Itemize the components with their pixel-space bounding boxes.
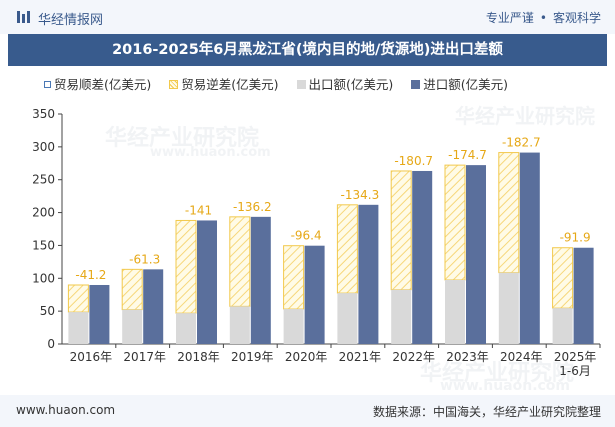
y-tick-label: 350 [32,107,55,121]
bar-export [337,293,358,344]
brand-name: 华经情报网 [38,13,104,28]
x-tick-label: 2022年 [392,350,435,364]
legend-export: 出口额(亿美元) [296,74,394,93]
legend-deficit-swatch [169,80,179,89]
tag-professional: 专业严谨 [485,11,534,25]
bar-import [89,284,110,344]
y-tick-label: 0 [47,337,55,351]
y-tick-label: 50 [40,304,55,318]
bar-deficit [390,170,412,291]
bar-export [552,308,573,344]
footer-source: 数据来源：中国海关，华经产业研究院整理 [372,405,601,419]
tag-objective: 客观科学 [552,11,601,25]
x-tick-label: 2021年 [339,350,382,364]
data-label-deficit: -96.4 [291,229,322,243]
data-label-deficit: -180.7 [394,154,433,168]
bar-import [519,152,540,344]
chart-title: 2016-2025年6月黑龙江省(境内目的地/货源地)进出口差额 [112,42,503,58]
y-tick-label: 300 [32,140,55,154]
tagline: 专业严谨 • 客观科学 [486,9,601,26]
x-tick-label: 2025年 [554,350,597,364]
bar-import [466,165,486,344]
bar-import [304,245,325,344]
chart-area: 0 50 100 150 200 250 300 350 2016年 2017年 2018年 2019… [32,107,601,378]
bar-deficit [336,204,358,294]
x-tick-label: 2016年 [70,350,113,364]
bar-deficit [121,268,143,311]
data-label-deficit: -174.7 [448,148,487,162]
bar-export [229,306,250,344]
y-tick-label: 250 [32,173,55,187]
x-tick-label: 2019年 [231,350,274,364]
legend-import-label: 进口额(亿美元) [423,77,509,92]
legend-export-swatch [296,80,306,89]
x-tick-label: 2023年 [446,350,489,364]
footer: www.huaon.com 数据来源：中国海关，华经产业研究院整理 [0,395,615,427]
legend-surplus: 贸易顺差(亿美元) [44,74,151,93]
bar-export [498,272,519,344]
x-tick-label: 1-6月 [559,364,591,378]
bar-export [176,313,196,344]
bar-import [573,247,594,344]
legend-surplus-label: 贸易顺差(亿美元) [54,77,152,92]
bar-deficit [67,284,89,313]
brand-logo-icon [17,11,30,23]
x-tick-label: 2017年 [123,350,166,364]
bar-export [391,289,412,344]
bar-deficit [498,152,520,274]
legend-import: 进口额(亿美元) [411,74,508,93]
bar-deficit [175,219,197,314]
footer-url: www.huaon.com [16,403,116,417]
title-bar: 2016-2025年6月黑龙江省(境内目的地/货源地)进出口差额 [8,34,607,66]
legend-import-swatch [411,80,421,89]
y-tick-label: 150 [32,238,55,252]
separator-dot: • [539,11,547,25]
data-label-deficit: -91.9 [560,231,591,245]
legend-surplus-swatch [44,81,51,88]
data-label-deficit: -61.3 [129,252,160,266]
data-label-deficit: -136.2 [233,200,272,214]
bar-deficit [444,164,466,281]
y-tick-label: 200 [32,206,55,220]
x-tick-label: 2018年 [177,350,220,364]
bar-import [250,216,271,344]
legend-deficit: 贸易逆差(亿美元) [169,74,279,93]
bar-export [445,279,465,344]
x-tick-label: 2024年 [500,350,543,364]
top-bar: 华经情报网 专业严谨 • 客观科学 [0,0,615,34]
data-label-deficit: -41.2 [75,268,106,282]
bar-import [197,220,217,344]
chart-legend: 贸易顺差(亿美元) 贸易逆差(亿美元) 出口额(亿美元) 进口额(亿美元) [44,74,522,93]
data-label-deficit: -182.7 [502,136,541,150]
bar-import [412,170,433,344]
bar-export [283,309,304,344]
bar-import [143,269,164,344]
bar-deficit [229,216,251,307]
bar-import [358,204,379,344]
bar-export [68,312,89,344]
bar-export [122,309,143,344]
bar-deficit [552,247,574,309]
bar-deficit [283,245,305,310]
y-tick-label: 100 [32,271,55,285]
x-tick-label: 2020年 [285,350,328,364]
data-label-deficit: -134.3 [341,188,380,202]
data-label-deficit: -141 [185,203,212,217]
legend-deficit-label: 贸易逆差(亿美元) [181,77,279,92]
legend-export-label: 出口额(亿美元) [308,77,394,92]
